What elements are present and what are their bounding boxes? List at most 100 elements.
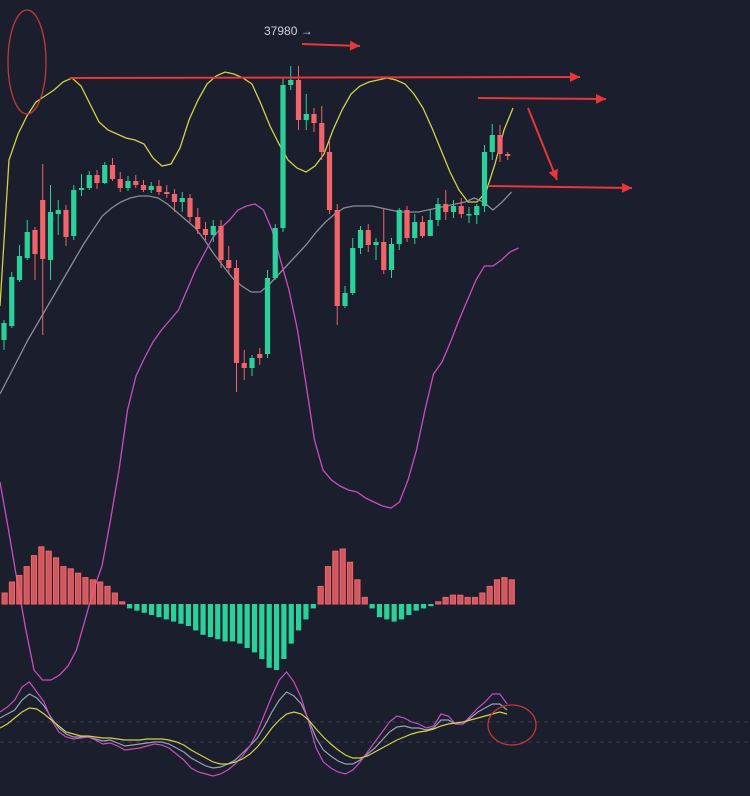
macd-bar-positive [464,596,471,605]
candle-body [210,226,216,235]
macd-bar-positive [1,592,8,605]
candle [295,66,302,130]
candle-body [102,165,108,183]
candle [156,180,162,195]
candle [257,348,263,365]
candle-body [32,230,38,254]
candle [117,172,123,192]
candle [125,176,131,191]
candle [303,94,309,130]
macd-bar-positive [332,550,339,605]
candle [381,208,387,274]
candle-body [427,220,433,236]
candle [109,158,116,181]
candle [326,140,333,214]
candle-body [481,152,488,206]
macd-bar-positive [97,581,104,605]
macd-bar-positive [493,579,501,605]
candle [412,214,418,244]
candle-body [350,248,356,293]
macd-bar-negative [281,604,287,659]
macd-bar-positive [449,594,457,605]
candle [71,185,77,240]
candle-body [365,230,371,245]
candle [164,185,170,198]
macd-bar-positive [89,579,96,605]
candle [86,171,92,190]
candle [419,216,426,238]
candle [334,204,340,325]
candle-body [241,363,247,368]
boll-upper-line [0,71,514,307]
candle-body [412,222,418,238]
candle-body [419,222,426,236]
candle [16,245,23,282]
candle-body [249,358,255,368]
macd-bar-negative [273,604,280,670]
macd-bar-positive [471,596,479,605]
macd-bar-negative [259,604,265,659]
high-price-label: 37980 → [264,24,313,38]
macd-bar-positive [339,548,346,605]
candle [40,164,46,335]
candle [148,182,154,193]
macd-bar-negative [193,604,199,631]
down-arrow [527,107,558,181]
candle-body [171,194,178,202]
candle-body [280,85,286,228]
candle-body [474,206,480,215]
macd-bar-negative [384,604,390,620]
candle-body [505,154,511,156]
candle-body [404,210,410,238]
candle [24,220,30,260]
macd-bar-negative [288,604,294,644]
candle [102,162,108,184]
kdj-k-line [0,671,508,777]
macd-bar-negative [200,604,206,635]
candle [9,272,15,328]
support-arrow-shaft [487,185,633,189]
candle [481,145,488,212]
candle-body [342,293,348,306]
macd-bar-negative [266,604,272,668]
macd-bar-negative [178,604,184,624]
candle-body [396,210,402,244]
candle-body [334,210,340,306]
candle [272,224,278,280]
candle [202,222,209,240]
candle-body [63,210,69,237]
macd-bar-negative [310,604,316,609]
candle-body [388,244,395,270]
macd-bar-positive [30,555,38,605]
candle-body [458,206,464,214]
macd-bar-positive [60,566,67,605]
macd-bar-positive [317,585,324,605]
candle [241,350,247,380]
macd-bar-negative [237,604,243,644]
candle [435,198,441,226]
macd-bar-negative [149,604,155,615]
macd-bar-positive [435,601,442,605]
candle-body [179,198,185,202]
macd-bar-negative [126,604,133,609]
candle [342,286,348,308]
macd-bar-positive [457,594,464,605]
macd-bar-positive [479,592,486,605]
macd-bar-positive [501,577,508,605]
candle [427,210,433,236]
macd-bar-positive [119,601,126,605]
macd-bar-negative [156,604,162,618]
candle [404,206,410,242]
macd-histogram [1,546,515,670]
candle [388,238,395,278]
macd-bar-negative [303,604,309,620]
candle-body [40,200,46,259]
candle-body [71,190,77,236]
kdj-d-line [0,707,508,765]
candle-body [55,210,61,214]
macd-bar-negative [398,604,405,620]
annotation-layer [7,9,633,746]
down-arrow-shaft [527,107,558,181]
macd-bar-positive [324,566,332,605]
